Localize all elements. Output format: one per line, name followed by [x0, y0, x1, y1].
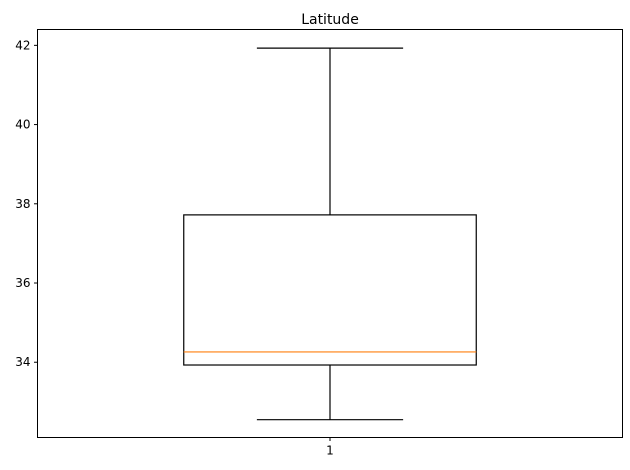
y-tick-label: 36: [15, 276, 30, 290]
box-group: [183, 47, 477, 421]
x-axis: 1: [326, 437, 334, 457]
y-tick-label: 42: [15, 38, 30, 52]
chart-title: Latitude: [301, 12, 359, 28]
x-tick-label: 1: [326, 443, 334, 457]
y-tick-label: 38: [15, 197, 30, 211]
box-iqr: [183, 214, 477, 366]
y-axis: 34 36 38 40 42: [15, 38, 38, 369]
y-tick-label: 34: [15, 355, 30, 369]
y-tick-label: 40: [15, 118, 30, 132]
